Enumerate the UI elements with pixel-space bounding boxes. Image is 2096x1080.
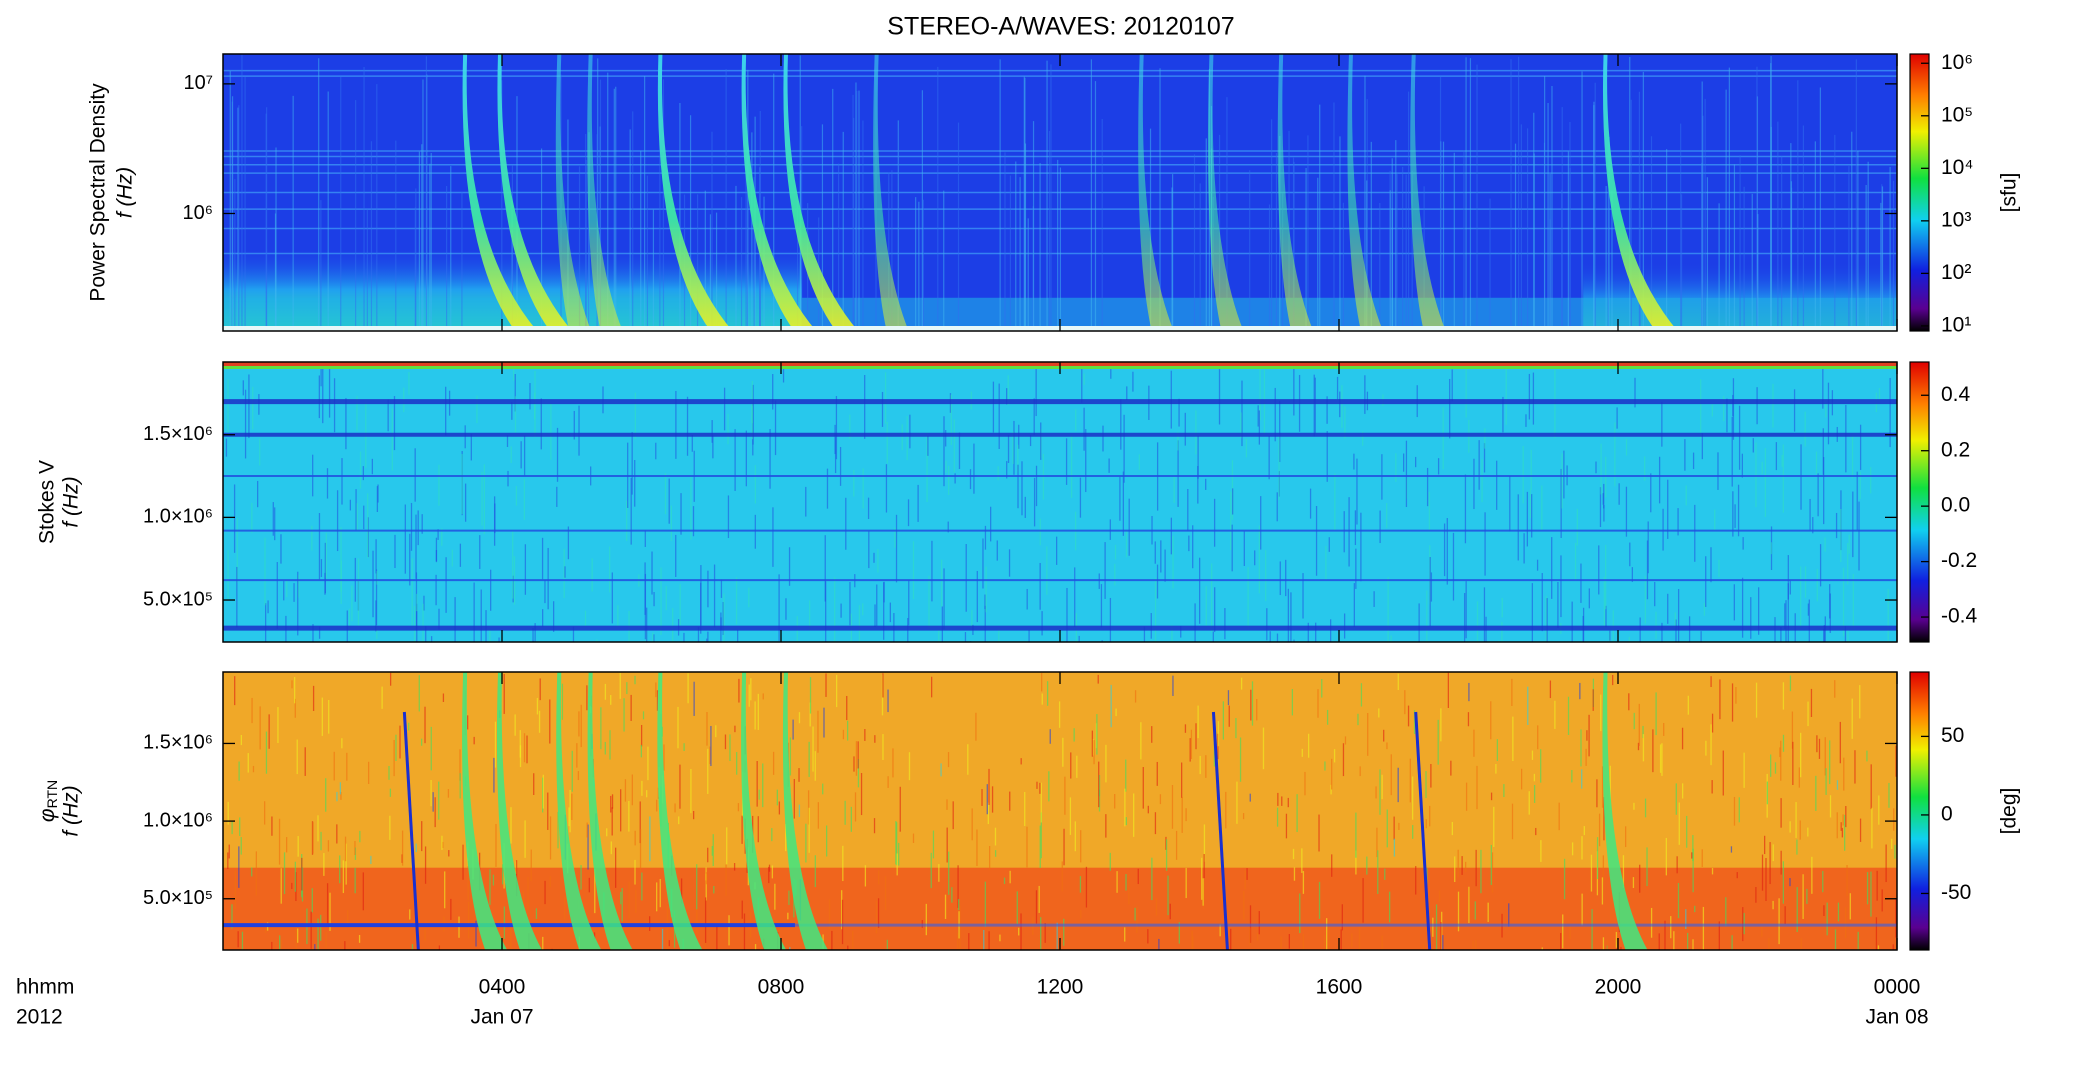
y-axis-label: Stokes V: [36, 460, 59, 544]
colorbar-tick-label: 10⁶: [1941, 51, 1973, 74]
x-axis-label: hhmm: [16, 976, 74, 999]
y-tick-label: 1.0×10⁶: [143, 506, 213, 528]
colorbar-tick-label: 0.2: [1941, 438, 1970, 461]
colorbar-tick-label: -0.4: [1941, 605, 1978, 628]
spectrogram-burst: [462, 672, 508, 950]
colorbar-tick-label: -0.2: [1941, 549, 1977, 572]
spectrogram-burst: [462, 54, 538, 331]
y-tick-label: 5.0×10⁵: [143, 887, 213, 909]
colorbar-tick-label: 50: [1941, 724, 1964, 747]
x-axis-label: 2012: [16, 1006, 63, 1029]
x-date-label: Jan 08: [1865, 1006, 1928, 1029]
colorbar: [1909, 671, 1930, 951]
y-tick-label: 1.0×10⁶: [143, 809, 213, 831]
spectrogram-burst: [587, 672, 633, 950]
spectrogram-burst: [873, 54, 909, 331]
spectrogram-burst: [1138, 54, 1174, 331]
colorbar-tick-label: 10⁵: [1941, 103, 1973, 126]
colorbar-tick-label: -50: [1941, 881, 1971, 904]
y-tick-label: 10⁶: [183, 202, 213, 224]
spectrogram-background: [223, 362, 1897, 642]
y-axis-symbol: φ: [36, 808, 59, 822]
colorbar-tick-label: 0: [1941, 802, 1953, 825]
colorbar-tick-label: 0.4: [1941, 383, 1971, 406]
spectrogram-burst: [496, 672, 542, 950]
spectrogram-burst: [497, 54, 572, 331]
spectrogram: [223, 362, 1897, 642]
x-tick-label: 0000: [1874, 976, 1921, 999]
spectrogram-burst: [782, 672, 828, 950]
chart-title: STEREO-A/WAVES: 20120107: [887, 13, 1234, 41]
y-axis-label: f (Hz): [60, 476, 83, 527]
x-tick-label: 1600: [1316, 976, 1363, 999]
colorbar: [1909, 361, 1930, 643]
colorbar-label: [sfu]: [1998, 173, 2021, 213]
spectrogram: [223, 54, 1897, 331]
y-axis-subscript: RTN: [44, 780, 60, 809]
colorbar-tick-label: 10¹: [1941, 313, 1971, 336]
spectrogram-burst: [1347, 54, 1383, 331]
spectrogram: [223, 672, 1897, 951]
spectrogram-burst: [741, 672, 787, 950]
spectrogram-burst: [783, 54, 858, 331]
colorbar-tick-label: 10²: [1941, 261, 1971, 284]
y-axis-label: f (Hz): [60, 785, 83, 836]
spectrogram-burst: [1602, 54, 1678, 331]
colorbar-label: [deg]: [1998, 788, 2021, 835]
spectrogram-burst: [1602, 672, 1648, 950]
spectrogram-burst: [1277, 54, 1314, 331]
x-tick-label: 0800: [758, 976, 805, 999]
y-tick-label: 1.5×10⁶: [143, 423, 213, 445]
y-tick-label: 1.5×10⁶: [143, 732, 213, 754]
spectrogram-burst: [1410, 54, 1446, 331]
spectrogram-burst: [587, 54, 623, 331]
y-tick-label: 5.0×10⁵: [143, 588, 213, 610]
y-axis-label: φRTN: [36, 780, 60, 822]
spectrogram-burst: [556, 672, 602, 950]
spectrogram-burst: [741, 54, 817, 331]
colorbar-tick-label: 0.0: [1941, 494, 1970, 517]
colorbar-tick-label: 10³: [1941, 208, 1971, 231]
x-tick-label: 1200: [1037, 976, 1084, 999]
spectrogram-burst: [555, 54, 592, 331]
y-axis-label: f (Hz): [114, 167, 137, 218]
x-date-label: Jan 07: [470, 1006, 533, 1029]
y-axis-label: Power Spectral Density: [87, 83, 110, 302]
colorbar: [1909, 53, 1930, 332]
spectrogram-streak: [1211, 711, 1229, 951]
spectrogram-burst: [1207, 54, 1244, 331]
colorbar-tick-label: 10⁴: [1941, 156, 1973, 179]
spectrogram-streak: [402, 711, 420, 951]
y-tick-label: 10⁷: [184, 72, 213, 94]
spectrogram-burst: [657, 54, 733, 331]
x-tick-label: 2000: [1595, 976, 1642, 999]
spectrogram-burst: [657, 672, 703, 950]
x-tick-label: 0400: [479, 976, 526, 999]
spectrogram-streak: [1414, 711, 1432, 951]
